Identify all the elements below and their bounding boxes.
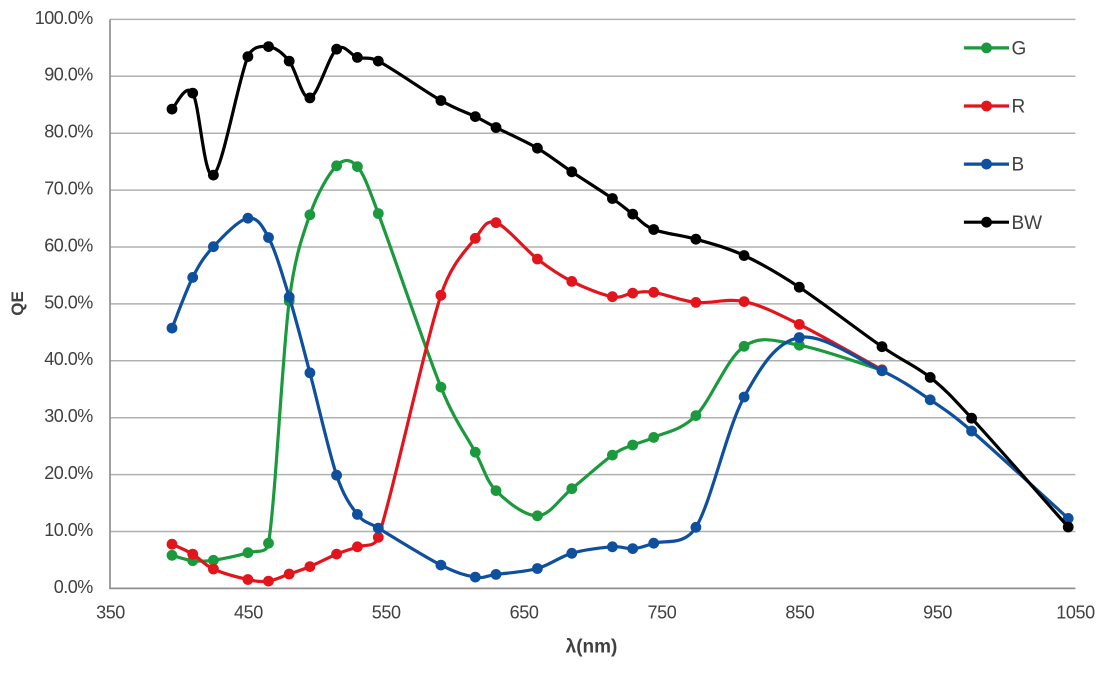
svg-text:30.0%: 30.0%	[44, 406, 93, 426]
svg-text:80.0%: 80.0%	[44, 122, 93, 142]
svg-text:750: 750	[647, 602, 676, 622]
svg-text:60.0%: 60.0%	[44, 235, 93, 255]
svg-text:QE: QE	[8, 291, 27, 316]
svg-text:λ(nm): λ(nm)	[566, 636, 618, 657]
svg-text:550: 550	[372, 602, 401, 622]
svg-text:850: 850	[785, 602, 814, 622]
svg-text:BW: BW	[1012, 213, 1043, 234]
svg-text:650: 650	[510, 602, 539, 622]
svg-text:10.0%: 10.0%	[44, 520, 93, 540]
svg-text:40.0%: 40.0%	[44, 349, 93, 369]
svg-text:350: 350	[96, 602, 125, 622]
svg-text:0.0%: 0.0%	[54, 577, 94, 597]
svg-text:B: B	[1012, 155, 1025, 176]
svg-text:90.0%: 90.0%	[44, 65, 93, 85]
svg-text:G: G	[1012, 39, 1027, 60]
svg-text:20.0%: 20.0%	[44, 463, 93, 483]
svg-text:R: R	[1012, 97, 1026, 118]
svg-text:1050: 1050	[1056, 602, 1095, 622]
svg-text:70.0%: 70.0%	[44, 179, 93, 199]
svg-text:950: 950	[923, 602, 952, 622]
svg-text:100.0%: 100.0%	[35, 8, 94, 28]
svg-text:450: 450	[234, 602, 263, 622]
svg-text:50.0%: 50.0%	[44, 292, 93, 312]
